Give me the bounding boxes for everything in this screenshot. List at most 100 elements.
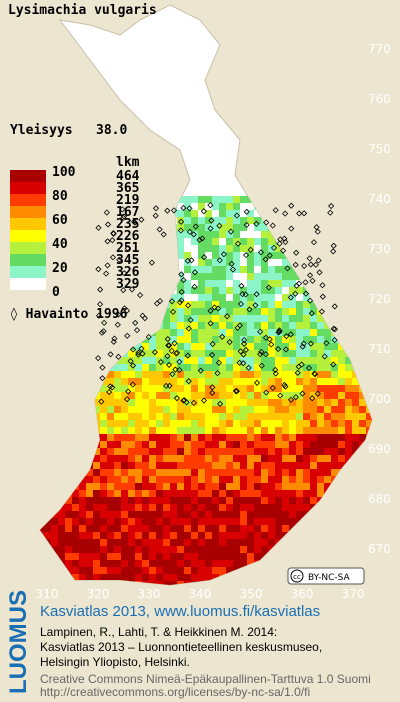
grid-cell xyxy=(310,497,317,504)
observation-dot xyxy=(137,292,144,299)
grid-cell xyxy=(184,336,191,343)
grid-cell xyxy=(359,413,366,420)
observation-dot xyxy=(95,355,102,362)
observation-dot xyxy=(309,277,316,284)
observation-dot xyxy=(170,308,177,315)
count-label: 219 xyxy=(116,193,139,208)
grid-cell xyxy=(163,462,170,469)
grid-cell xyxy=(205,287,212,294)
grid-cell xyxy=(184,245,191,252)
grid-cell xyxy=(303,441,310,448)
grid-cell xyxy=(219,441,226,448)
grid-cell xyxy=(156,511,163,518)
scale-label: 60 xyxy=(52,213,68,228)
grid-cell xyxy=(58,539,65,546)
count-label: 251 xyxy=(116,241,140,256)
grid-cell xyxy=(289,483,296,490)
grid-cell xyxy=(324,483,331,490)
grid-cell xyxy=(226,245,233,252)
grid-cell xyxy=(184,504,191,511)
grid-cell xyxy=(268,280,275,287)
grid-cell xyxy=(184,476,191,483)
grid-cell xyxy=(212,490,219,497)
grid-cell xyxy=(212,574,219,581)
grid-cell xyxy=(324,392,331,399)
observation-dot xyxy=(180,277,187,284)
grid-cell xyxy=(359,399,366,406)
grid-cell xyxy=(219,539,226,546)
grid-cell xyxy=(254,252,261,259)
grid-cell xyxy=(107,560,114,567)
grid-cell xyxy=(191,399,198,406)
grid-cell xyxy=(310,434,317,441)
grid-cell xyxy=(247,525,254,532)
grid-cell xyxy=(205,238,212,245)
grid-cell xyxy=(268,539,275,546)
grid-cell xyxy=(170,504,177,511)
grid-cell xyxy=(268,259,275,266)
observation-dot xyxy=(119,206,126,213)
badge-text: BY-NC-SA xyxy=(308,573,351,583)
grid-cell xyxy=(72,546,79,553)
grid-cell xyxy=(240,231,247,238)
grid-cell xyxy=(135,385,142,392)
grid-cell xyxy=(163,371,170,378)
grid-cell xyxy=(205,280,212,287)
observation-dot xyxy=(120,213,128,220)
grid-cell xyxy=(79,490,86,497)
grid-cell xyxy=(233,525,240,532)
observation-dot xyxy=(168,298,176,305)
atlas-link[interactable]: Kasviatlas 2013, www.luomus.fi/kasviatla… xyxy=(40,603,320,620)
grid-cell xyxy=(177,490,184,497)
observation-dot xyxy=(164,353,171,360)
grid-cell xyxy=(121,476,128,483)
grid-cell xyxy=(226,497,233,504)
grid-cell xyxy=(93,539,100,546)
grid-cell xyxy=(114,434,121,441)
grid-cell xyxy=(149,546,156,553)
grid-cell xyxy=(275,434,282,441)
observation-dot xyxy=(307,261,314,268)
grid-cell xyxy=(177,266,184,273)
grid-cell xyxy=(324,364,331,371)
grid-cell xyxy=(282,448,289,455)
grid-cell xyxy=(184,287,191,294)
grid-cell xyxy=(156,427,163,434)
grid-cell xyxy=(226,476,233,483)
grid-cell xyxy=(121,364,128,371)
y-axis-label: 670 xyxy=(368,542,391,556)
grid-cell xyxy=(212,336,219,343)
observation-dot xyxy=(314,228,321,235)
grid-cell xyxy=(310,469,317,476)
grid-cell xyxy=(128,350,135,357)
grid-cell xyxy=(86,469,93,476)
observation-dot xyxy=(263,219,270,226)
grid-cell xyxy=(247,273,254,280)
grid-cell xyxy=(268,371,275,378)
grid-cell xyxy=(163,476,170,483)
observation-dot xyxy=(109,254,117,261)
observation-dot xyxy=(191,283,198,290)
grid-cell xyxy=(142,525,149,532)
grid-cell xyxy=(254,427,261,434)
grid-cell xyxy=(79,525,86,532)
grid-cell xyxy=(268,448,275,455)
grid-cell xyxy=(282,343,289,350)
grid-cell xyxy=(191,490,198,497)
grid-cell xyxy=(303,357,310,364)
grid-cell xyxy=(177,231,184,238)
grid-cell xyxy=(296,511,303,518)
observation-dot xyxy=(104,238,111,245)
citation-line: Lampinen, R., Lahti, T. & Heikkinen M. 2… xyxy=(40,625,277,639)
grid-cell xyxy=(177,315,184,322)
grid-cell xyxy=(191,280,198,287)
grid-cell xyxy=(226,441,233,448)
observation-dot xyxy=(283,333,290,340)
grid-cell xyxy=(163,581,170,585)
observation-dot xyxy=(258,362,265,369)
grid-cell xyxy=(352,385,359,392)
grid-cell xyxy=(128,560,135,567)
grid-cell xyxy=(198,497,205,504)
grid-cell xyxy=(352,441,359,448)
grid-cell xyxy=(107,434,114,441)
